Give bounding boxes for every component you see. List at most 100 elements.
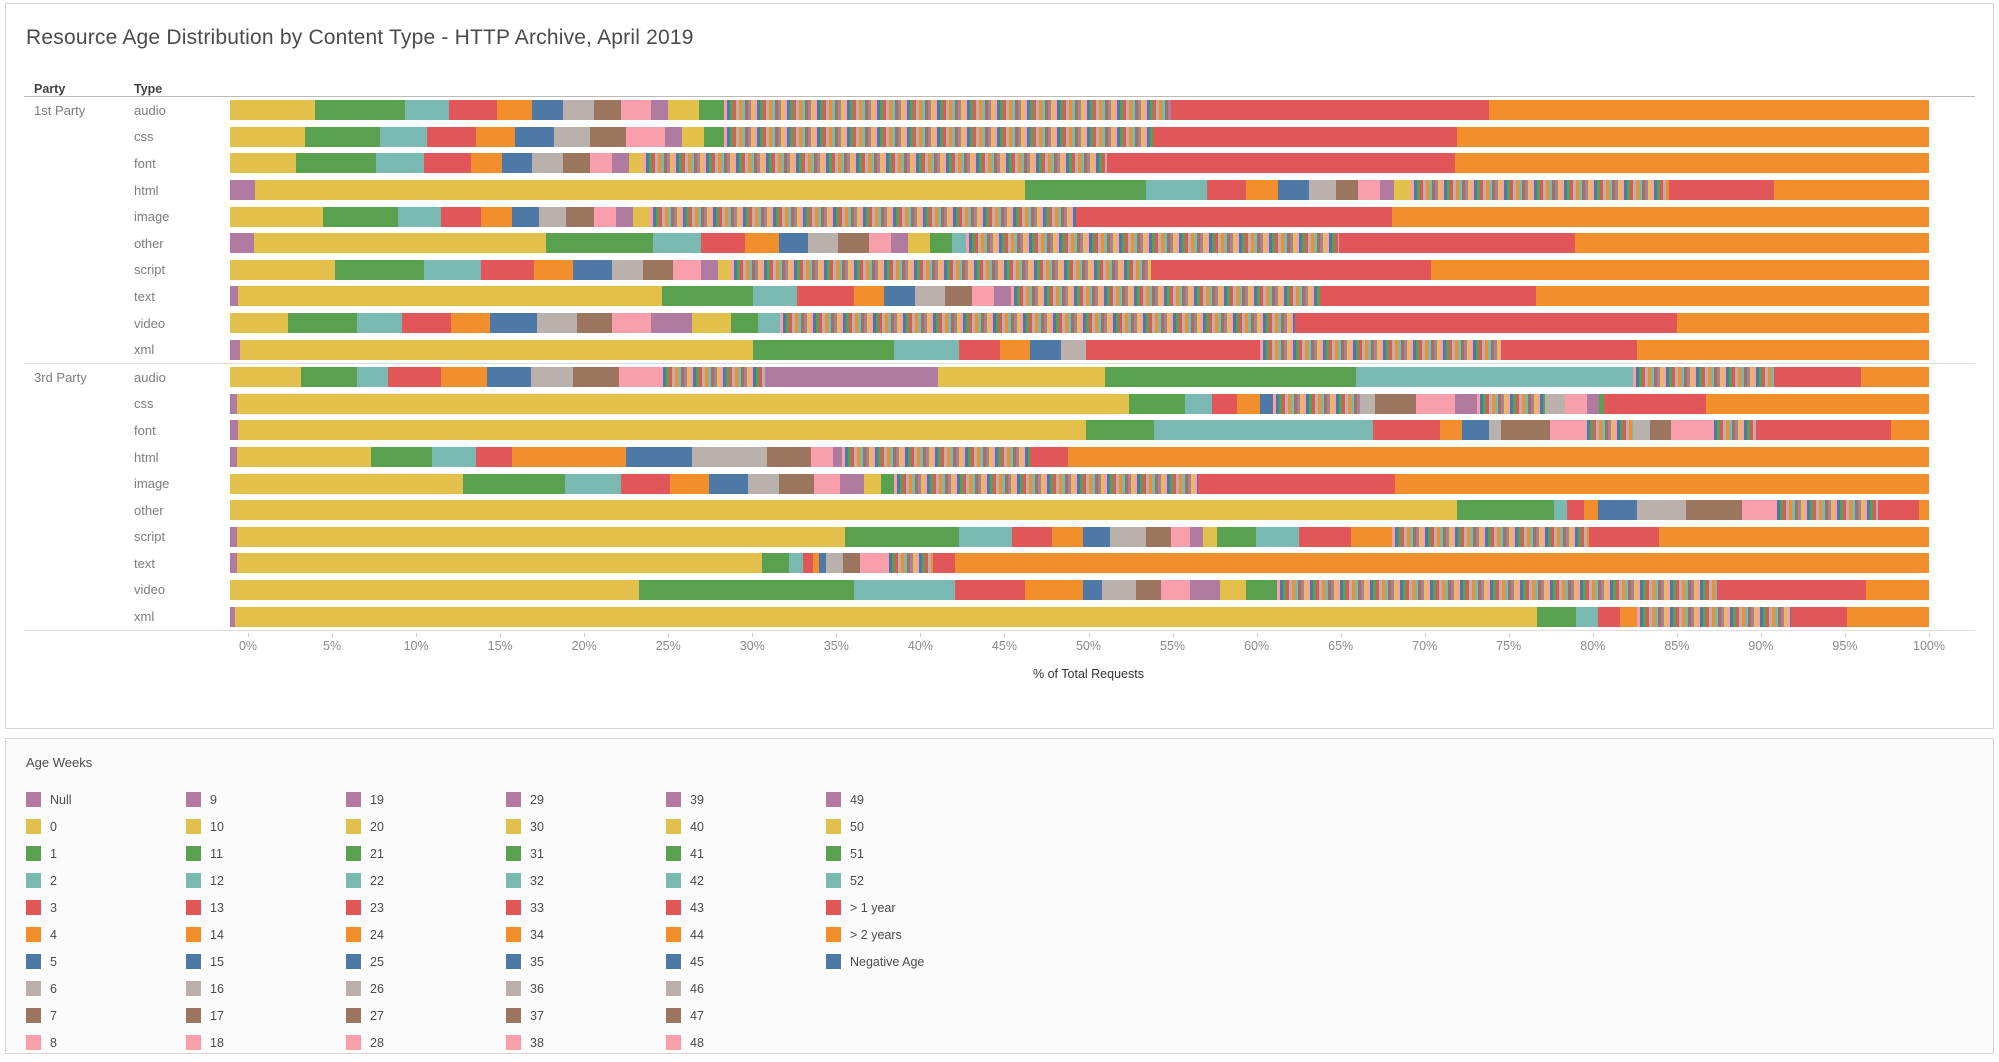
bar-segment[interactable] — [489, 313, 538, 334]
bar-segment[interactable] — [296, 153, 377, 174]
bar-segment[interactable] — [1877, 500, 1919, 521]
bar-segment[interactable] — [1145, 526, 1172, 547]
bar-segment[interactable] — [230, 526, 237, 547]
legend-item[interactable]: 33 — [506, 894, 666, 921]
stacked-bar[interactable] — [230, 206, 1929, 227]
bar-segment[interactable] — [758, 313, 781, 334]
bar-segment[interactable] — [1454, 153, 1929, 174]
bar-segment[interactable] — [661, 286, 754, 307]
bar-segment[interactable] — [885, 553, 934, 574]
bar-segment[interactable] — [486, 367, 531, 388]
legend-item[interactable]: 20 — [346, 813, 506, 840]
bar-segment[interactable] — [230, 420, 239, 441]
legend-item[interactable]: 45 — [666, 948, 826, 975]
bar-segment[interactable] — [230, 153, 297, 174]
bar-segment[interactable] — [1011, 526, 1053, 547]
legend-item[interactable]: 1 — [26, 840, 186, 867]
stacked-bar[interactable] — [230, 100, 1929, 121]
legend-item[interactable]: 19 — [346, 786, 506, 813]
bar-segment[interactable] — [1025, 180, 1146, 201]
bar-segment[interactable] — [1774, 500, 1878, 521]
legend-item[interactable]: 11 — [186, 840, 346, 867]
bar-segment[interactable] — [449, 100, 497, 121]
bar-segment[interactable] — [933, 553, 956, 574]
bar-segment[interactable] — [1415, 393, 1455, 414]
legend-item[interactable]: Negative Age — [826, 948, 924, 975]
bar-segment[interactable] — [1575, 606, 1598, 627]
bar-segment[interactable] — [562, 100, 594, 121]
bar-segment[interactable] — [1597, 500, 1637, 521]
legend-item[interactable]: 30 — [506, 813, 666, 840]
legend-item[interactable]: 39 — [666, 786, 826, 813]
bar-segment[interactable] — [894, 473, 1199, 494]
bar-segment[interactable] — [1380, 180, 1394, 201]
bar-segment[interactable] — [1565, 393, 1588, 414]
bar-segment[interactable] — [612, 313, 652, 334]
bar-segment[interactable] — [534, 259, 574, 280]
bar-segment[interactable] — [1774, 180, 1929, 201]
legend-item[interactable]: 37 — [506, 1002, 666, 1029]
bar-segment[interactable] — [880, 473, 895, 494]
legend-item[interactable]: 6 — [26, 975, 186, 1002]
bar-segment[interactable] — [761, 553, 789, 574]
bar-segment[interactable] — [476, 126, 516, 147]
bar-segment[interactable] — [1030, 447, 1068, 468]
bar-segment[interactable] — [593, 206, 616, 227]
bar-segment[interactable] — [1866, 579, 1929, 600]
bar-segment[interactable] — [1550, 420, 1585, 441]
bar-segment[interactable] — [323, 206, 399, 227]
bar-segment[interactable] — [230, 606, 236, 627]
bar-segment[interactable] — [1171, 100, 1489, 121]
bar-segment[interactable] — [1536, 606, 1576, 627]
legend-item[interactable]: 34 — [506, 921, 666, 948]
bar-segment[interactable] — [401, 313, 451, 334]
bar-segment[interactable] — [841, 447, 1031, 468]
bar-segment[interactable] — [230, 447, 237, 468]
bar-segment[interactable] — [1298, 526, 1352, 547]
bar-segment[interactable] — [731, 259, 1151, 280]
bar-segment[interactable] — [1711, 420, 1756, 441]
bar-segment[interactable] — [532, 100, 563, 121]
legend-item[interactable]: 5 — [26, 948, 186, 975]
stacked-bar[interactable] — [230, 393, 1929, 414]
bar-segment[interactable] — [894, 339, 959, 360]
bar-segment[interactable] — [481, 259, 535, 280]
legend-item[interactable]: 24 — [346, 921, 506, 948]
legend-item[interactable]: 50 — [826, 813, 924, 840]
bar-segment[interactable] — [512, 206, 540, 227]
bar-segment[interactable] — [717, 259, 732, 280]
bar-segment[interactable] — [1456, 500, 1554, 521]
bar-segment[interactable] — [1488, 420, 1501, 441]
bar-segment[interactable] — [1774, 367, 1861, 388]
bar-segment[interactable] — [1636, 606, 1792, 627]
legend-item[interactable]: 21 — [346, 840, 506, 867]
bar-segment[interactable] — [230, 367, 302, 388]
bar-segment[interactable] — [230, 500, 1457, 521]
bar-segment[interactable] — [255, 180, 1026, 201]
legend-item[interactable]: 28 — [346, 1029, 506, 1056]
bar-segment[interactable] — [546, 233, 654, 254]
bar-segment[interactable] — [890, 233, 908, 254]
bar-segment[interactable] — [1184, 393, 1212, 414]
legend-item[interactable]: Null — [26, 786, 186, 813]
bar-segment[interactable] — [619, 367, 660, 388]
bar-segment[interactable] — [955, 553, 1929, 574]
bar-segment[interactable] — [797, 286, 854, 307]
stacked-bar[interactable] — [230, 339, 1929, 360]
bar-segment[interactable] — [539, 206, 567, 227]
bar-segment[interactable] — [1220, 579, 1246, 600]
bar-segment[interactable] — [236, 526, 846, 547]
bar-segment[interactable] — [1860, 367, 1929, 388]
bar-segment[interactable] — [1011, 286, 1321, 307]
bar-segment[interactable] — [860, 553, 886, 574]
bar-segment[interactable] — [481, 206, 512, 227]
bar-segment[interactable] — [230, 339, 241, 360]
bar-segment[interactable] — [1135, 579, 1162, 600]
stacked-bar[interactable] — [230, 447, 1929, 468]
legend-item[interactable]: 17 — [186, 1002, 346, 1029]
legend-item[interactable]: 32 — [506, 867, 666, 894]
legend-item[interactable]: 13 — [186, 894, 346, 921]
bar-segment[interactable] — [1461, 420, 1489, 441]
bar-segment[interactable] — [301, 367, 358, 388]
bar-segment[interactable] — [955, 579, 1026, 600]
